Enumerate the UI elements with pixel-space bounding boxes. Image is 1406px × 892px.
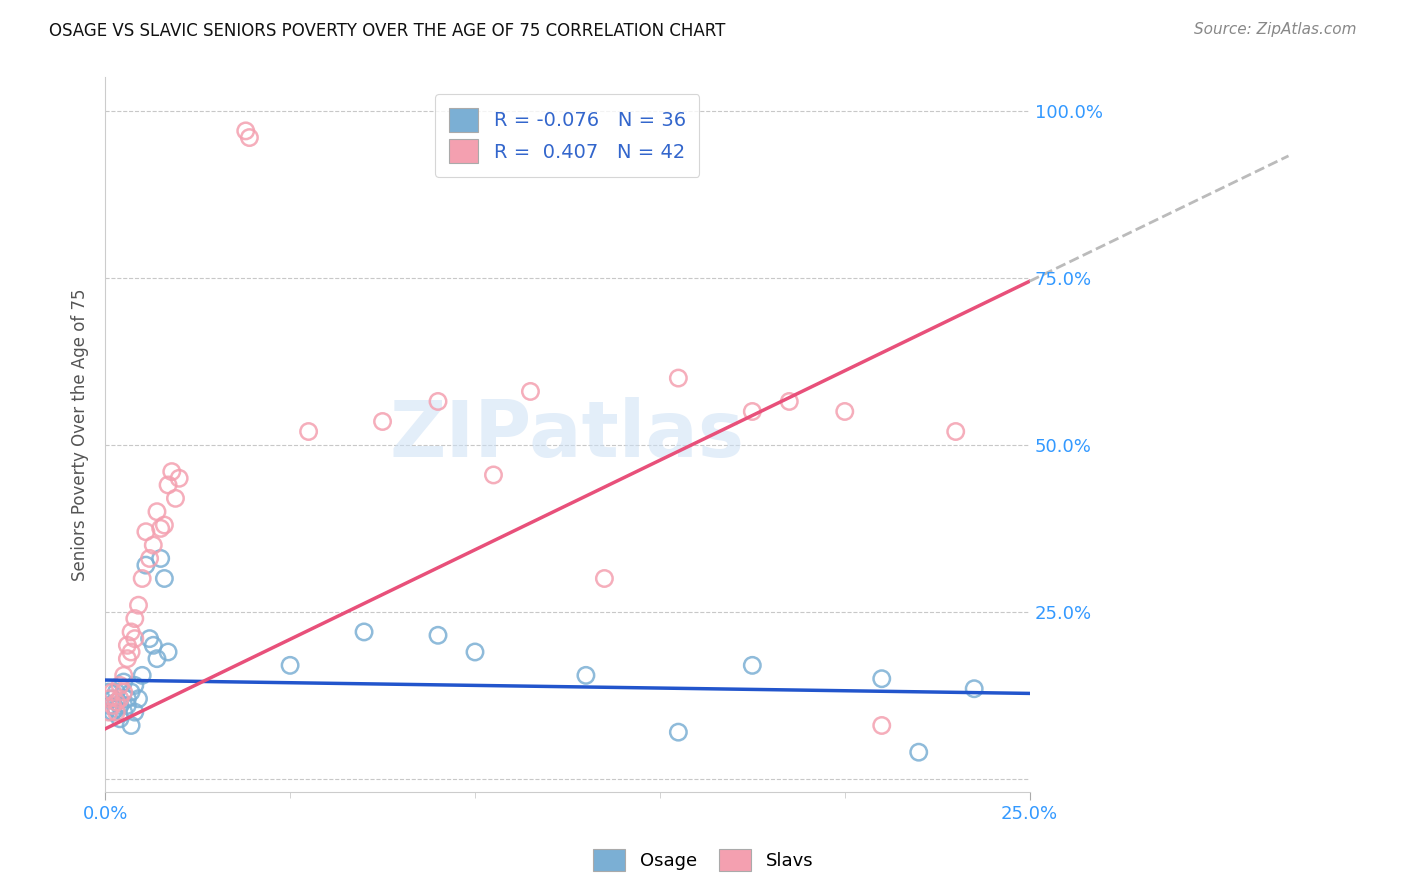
Point [117,691,139,706]
Point [112,705,135,719]
Point [149,551,172,566]
Point [97,698,120,713]
Point [120,685,142,699]
Point [128,691,150,706]
Point [165,491,187,506]
Legend: R = -0.076   N = 36, R =  0.407   N = 42: R = -0.076 N = 36, R = 0.407 N = 42 [436,95,699,177]
Point [120,645,142,659]
Point [101,691,124,706]
Point [778,394,800,409]
Point [157,478,180,492]
Point [157,645,180,659]
Point [112,675,135,690]
Text: OSAGE VS SLAVIC SENIORS POVERTY OVER THE AGE OF 75 CORRELATION CHART: OSAGE VS SLAVIC SENIORS POVERTY OVER THE… [49,22,725,40]
Point [135,558,157,573]
Point [131,572,153,586]
Point [963,681,986,696]
Point [427,394,450,409]
Point [105,695,128,709]
Point [167,471,190,485]
Point [97,685,120,699]
Point [108,691,131,706]
Point [112,685,135,699]
Point [160,465,183,479]
Point [124,632,146,646]
Point [278,658,301,673]
Point [105,705,128,719]
Point [112,668,135,682]
Point [482,467,505,482]
Point [371,415,394,429]
Point [117,698,139,713]
Point [117,638,139,652]
Point [870,672,893,686]
Point [124,611,146,625]
Point [97,691,120,706]
Y-axis label: Seniors Poverty Over the Age of 75: Seniors Poverty Over the Age of 75 [72,289,89,581]
Point [153,572,176,586]
Point [297,425,319,439]
Point [142,538,165,552]
Point [124,705,146,719]
Point [666,371,689,385]
Point [108,678,131,692]
Point [131,668,153,682]
Point [464,645,486,659]
Point [105,695,128,709]
Point [153,518,176,533]
Point [146,505,169,519]
Point [120,624,142,639]
Point [101,705,124,719]
Point [108,698,131,713]
Point [97,705,120,719]
Point [105,685,128,699]
Point [135,524,157,539]
Point [741,404,763,418]
Point [519,384,541,399]
Point [105,702,128,716]
Point [149,521,172,535]
Point [120,718,142,732]
Point [108,712,131,726]
Point [138,632,160,646]
Point [138,551,160,566]
Point [117,651,139,665]
Point [593,572,616,586]
Point [146,651,169,665]
Text: Source: ZipAtlas.com: Source: ZipAtlas.com [1194,22,1357,37]
Point [427,628,450,642]
Point [238,130,260,145]
Point [907,745,929,759]
Point [142,638,165,652]
Point [101,698,124,713]
Text: ZIPatlas: ZIPatlas [389,397,745,473]
Point [101,685,124,699]
Point [741,658,763,673]
Point [575,668,598,682]
Point [834,404,856,418]
Point [124,678,146,692]
Point [353,624,375,639]
Point [235,124,257,138]
Point [945,425,967,439]
Point [666,725,689,739]
Point [870,718,893,732]
Legend: Osage, Slavs: Osage, Slavs [586,842,820,879]
Point [128,599,150,613]
